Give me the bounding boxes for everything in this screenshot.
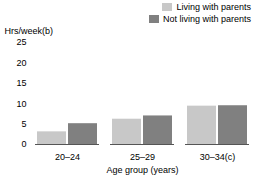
- svg-text:0: 0: [21, 139, 26, 149]
- svg-text:30–34(c): 30–34(c): [200, 152, 236, 162]
- html-text:Not living with parents: Not living with parents: [163, 14, 251, 24]
- svg-text:20–24: 20–24: [55, 152, 80, 162]
- svg-text:Hrs/week(b): Hrs/week(b): [5, 26, 54, 36]
- html-text:Living with parents: Living with parents: [176, 2, 251, 12]
- svg-text:5: 5: [21, 119, 26, 129]
- svg-text:15: 15: [16, 78, 26, 88]
- svg-text:Age group (years): Age group (years): [106, 165, 178, 175]
- svg-text:20: 20: [16, 58, 26, 68]
- svg-text:10: 10: [16, 99, 26, 109]
- svg-text:25: 25: [16, 37, 26, 47]
- svg-text:25–29: 25–29: [130, 152, 155, 162]
